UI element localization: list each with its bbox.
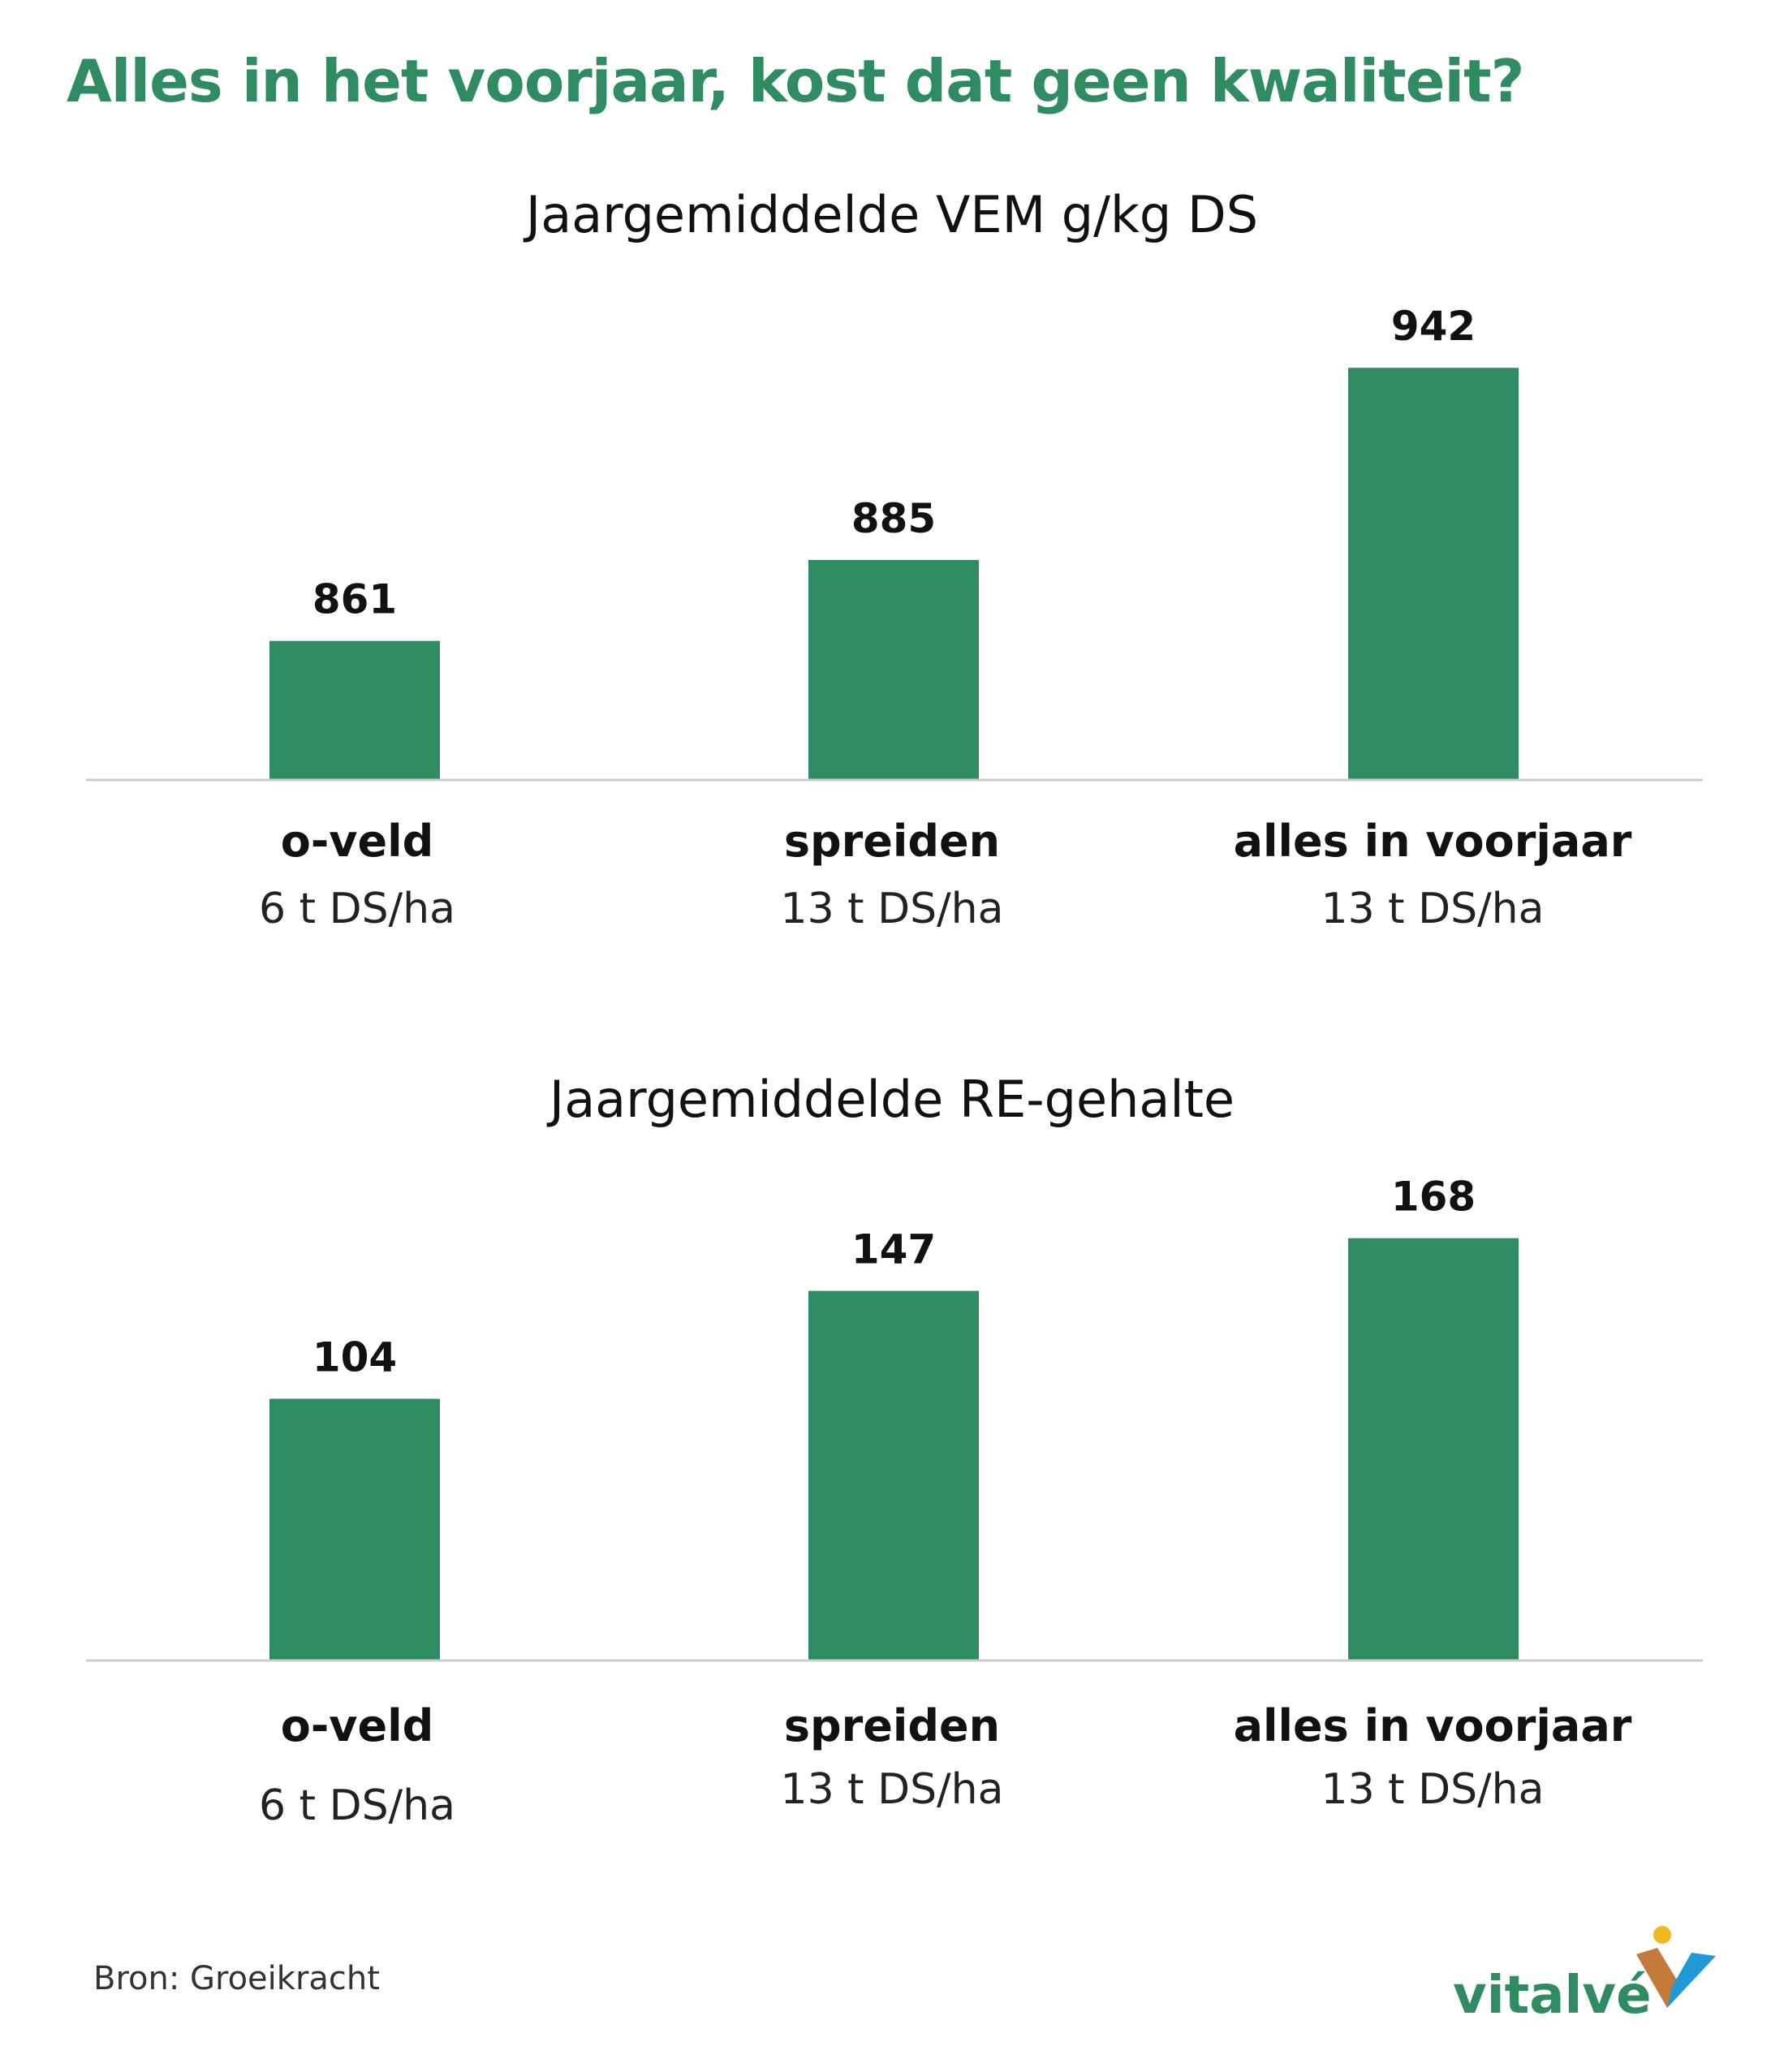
chart-1-category-sublabel: 13 t DS/ha — [1321, 885, 1545, 933]
bar — [808, 560, 979, 779]
vitalve-v-logo-icon — [1636, 1926, 1716, 2008]
bar-value-label: 861 — [312, 576, 397, 623]
bar — [269, 640, 440, 779]
chart-1-title: Jaargemiddelde VEM g/kg DS — [525, 185, 1259, 244]
chart-2-category-label: o-veld — [280, 1700, 434, 1751]
chart-2-title: Jaargemiddelde RE-gehalte — [549, 1070, 1235, 1129]
bar-value-label: 168 — [1391, 1174, 1476, 1221]
bar-value-label: 104 — [312, 1333, 397, 1381]
chart-2-category-label: alles in voorjaar — [1233, 1700, 1632, 1751]
bar — [808, 1290, 979, 1660]
bar-value-label: 147 — [851, 1226, 936, 1273]
bar-value-label: 885 — [851, 495, 936, 542]
bar — [1348, 368, 1519, 779]
chart-2-category-sublabel: 13 t DS/ha — [780, 1765, 1004, 1814]
chart-1-category-sublabel: 13 t DS/ha — [780, 885, 1004, 933]
logo-wordmark: vitalvé — [1453, 1966, 1652, 2026]
chart-1-category-label: alles in voorjaar — [1233, 816, 1632, 867]
chart-2-category-sublabel: 13 t DS/ha — [1321, 1765, 1545, 1814]
chart-2-category-label: spreiden — [783, 1700, 1001, 1751]
chart-1-plot: 861 885 942 — [86, 303, 1703, 782]
bar — [269, 1398, 440, 1660]
page-headline: Alles in het voorjaar, kost dat geen kwa… — [67, 47, 1524, 115]
chart-2-category-sublabel: 6 t DS/ha — [259, 1781, 455, 1830]
bar-value-label: 942 — [1391, 303, 1476, 350]
source-note: Bron: Groeikracht — [93, 1960, 380, 1997]
chart-1-category-label: spreiden — [783, 816, 1001, 867]
chart-1-category-label: o-veld — [280, 816, 434, 867]
chart-2-plot: 104 147 168 — [86, 1174, 1703, 1662]
bar — [1348, 1238, 1519, 1660]
chart-1-category-sublabel: 6 t DS/ha — [259, 885, 455, 933]
